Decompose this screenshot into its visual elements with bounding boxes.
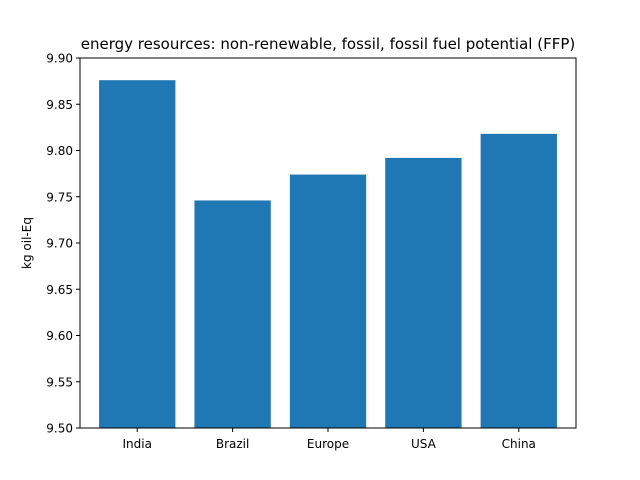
y-tick-label: 9.80 — [46, 144, 73, 158]
bar-usa — [385, 157, 462, 428]
x-tick-label: USA — [411, 437, 437, 451]
y-axis-label: kg oil-Eq — [20, 217, 34, 269]
y-tick-label: 9.60 — [46, 329, 73, 343]
bar-china — [480, 133, 557, 428]
y-tick-label: 9.90 — [46, 52, 73, 66]
bar-europe — [289, 174, 367, 428]
x-tick-label: India — [123, 437, 152, 451]
x-axis: India Brazil Europe USA China — [123, 428, 536, 451]
bars-group — [99, 80, 557, 428]
y-axis: 9.50 9.55 9.60 9.65 9.70 9.75 9.80 9.85 9.90 — [46, 52, 80, 436]
y-tick-label: 9.55 — [46, 375, 73, 389]
y-tick-label: 9.85 — [46, 98, 73, 112]
chart-title: energy resources: non-renewable, fossil,… — [81, 35, 575, 53]
bar-india — [99, 80, 176, 428]
y-tick-label: 9.70 — [46, 237, 73, 251]
x-tick-label: Europe — [307, 437, 349, 451]
bar-brazil — [194, 200, 271, 428]
y-tick-label: 9.65 — [46, 283, 73, 297]
x-tick-label: China — [502, 437, 536, 451]
y-tick-label: 9.50 — [46, 422, 73, 436]
x-tick-label: Brazil — [216, 437, 250, 451]
y-tick-label: 9.75 — [46, 190, 73, 204]
